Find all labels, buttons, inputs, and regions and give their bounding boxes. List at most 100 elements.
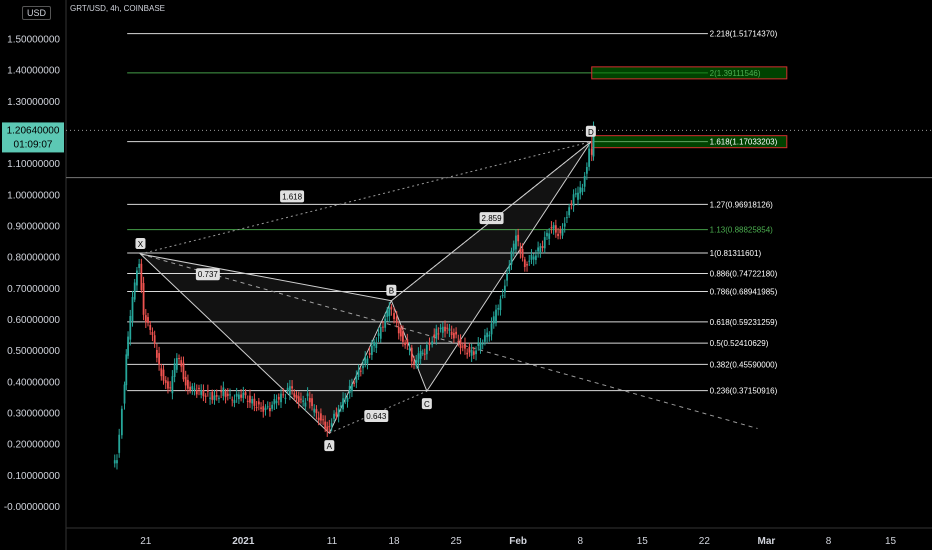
candle-body bbox=[344, 398, 347, 400]
candle-body bbox=[539, 246, 542, 254]
candle-body bbox=[311, 398, 313, 407]
pattern-point-marker bbox=[585, 125, 596, 137]
candle-body bbox=[348, 385, 351, 394]
x-tick-label: 21 bbox=[140, 536, 152, 547]
currency-button[interactable]: USD bbox=[22, 6, 52, 20]
candle-body bbox=[231, 399, 234, 401]
candle-body bbox=[548, 233, 551, 239]
candle-body bbox=[406, 339, 409, 344]
chart-symbol-title: GRT/USD, 4h, COINBASE bbox=[70, 4, 165, 13]
candle-body bbox=[213, 395, 216, 401]
candle-body bbox=[450, 331, 453, 336]
y-tick-label: 0.80000000 bbox=[7, 253, 60, 264]
x-tick-label: 8 bbox=[577, 536, 583, 547]
candle-body bbox=[521, 248, 524, 258]
y-tick-label: 1.40000000 bbox=[7, 66, 60, 77]
candle-body bbox=[508, 265, 511, 272]
x-tick-label: 8 bbox=[826, 536, 832, 547]
candle-body bbox=[552, 225, 555, 229]
candle-body bbox=[388, 307, 391, 317]
candle-body bbox=[233, 400, 236, 404]
candle-body bbox=[550, 227, 553, 229]
x-tick-label: 2021 bbox=[232, 536, 255, 547]
candle-body bbox=[457, 340, 460, 342]
candle-body bbox=[346, 397, 349, 402]
candle-body bbox=[355, 376, 358, 383]
candle-body bbox=[431, 341, 434, 345]
pattern-point-label: A bbox=[327, 442, 333, 451]
candle-body bbox=[417, 353, 420, 363]
price-candles bbox=[113, 121, 595, 470]
time-axis: 21 2021 11 18 25 Feb 8 15 22 Mar 8 15 bbox=[66, 527, 932, 547]
ratio-label-box bbox=[479, 212, 504, 225]
candle-body bbox=[155, 350, 158, 358]
ratio-label-box bbox=[280, 190, 305, 203]
candle-body bbox=[517, 234, 520, 242]
candle-body bbox=[286, 387, 289, 391]
fib-level-label: 0.382(0.45590000) bbox=[710, 360, 778, 369]
candle-body bbox=[277, 396, 280, 400]
candle-body bbox=[459, 338, 462, 349]
candle-body bbox=[118, 434, 121, 453]
candle-body bbox=[184, 376, 187, 386]
candle-body bbox=[455, 331, 458, 335]
candle-body bbox=[557, 233, 559, 237]
candle-body bbox=[499, 299, 502, 311]
candle-body bbox=[364, 356, 367, 364]
candle-body bbox=[497, 308, 500, 310]
candle-body bbox=[444, 326, 446, 332]
pattern-point-label: X bbox=[138, 240, 144, 249]
pattern-point-label: B bbox=[389, 287, 394, 296]
candle-body bbox=[523, 259, 526, 268]
candle-body bbox=[144, 315, 147, 322]
x-tick-label: 18 bbox=[388, 536, 400, 547]
x-tick-label: 15 bbox=[885, 536, 897, 547]
candle-body bbox=[470, 349, 473, 356]
candle-body bbox=[488, 334, 491, 337]
trend-dotted-line bbox=[140, 253, 758, 429]
candle-body bbox=[512, 243, 515, 251]
candle-body bbox=[421, 352, 424, 354]
candle-body bbox=[164, 380, 167, 383]
candle-body bbox=[251, 399, 254, 404]
candle-body bbox=[149, 325, 152, 330]
y-tick-label: 0.20000000 bbox=[7, 440, 60, 451]
candle-body bbox=[284, 397, 287, 399]
candle-body bbox=[249, 395, 251, 403]
candle-body bbox=[373, 341, 375, 346]
candle-body bbox=[437, 333, 440, 335]
candle-body bbox=[357, 369, 360, 377]
candle-body bbox=[330, 423, 333, 427]
x-tick-label: Mar bbox=[758, 536, 776, 547]
candle-body bbox=[255, 407, 258, 409]
ratio-label: 1.618 bbox=[282, 192, 303, 201]
candle-body bbox=[472, 351, 475, 355]
harmonic-pattern bbox=[66, 129, 932, 435]
candle-body bbox=[433, 334, 436, 337]
candle-body bbox=[382, 326, 384, 328]
candle-body bbox=[324, 421, 327, 429]
candle-body bbox=[574, 193, 577, 195]
candle-body bbox=[393, 313, 395, 320]
candle-body bbox=[162, 369, 165, 381]
candle-body bbox=[195, 389, 198, 395]
candle-body bbox=[546, 232, 548, 237]
candle-body bbox=[503, 285, 506, 293]
candle-body bbox=[291, 386, 293, 389]
x-tick-label: Feb bbox=[509, 536, 527, 547]
candle-body bbox=[468, 346, 471, 353]
fib-level-label: 0.886(0.74722180) bbox=[710, 270, 778, 279]
candle-body bbox=[237, 394, 240, 400]
candle-body bbox=[315, 409, 318, 414]
y-tick-label: 0.10000000 bbox=[7, 471, 60, 482]
fib-level-label: 0.786(0.68941985) bbox=[710, 288, 778, 297]
y-tick-label: 0.70000000 bbox=[7, 284, 60, 295]
candle-body bbox=[131, 297, 134, 322]
candle-body bbox=[211, 392, 214, 400]
candle-body bbox=[534, 255, 537, 261]
candle-body bbox=[224, 391, 227, 398]
candle-body bbox=[592, 125, 595, 157]
candle-body bbox=[530, 254, 533, 260]
candle-body bbox=[510, 250, 513, 265]
